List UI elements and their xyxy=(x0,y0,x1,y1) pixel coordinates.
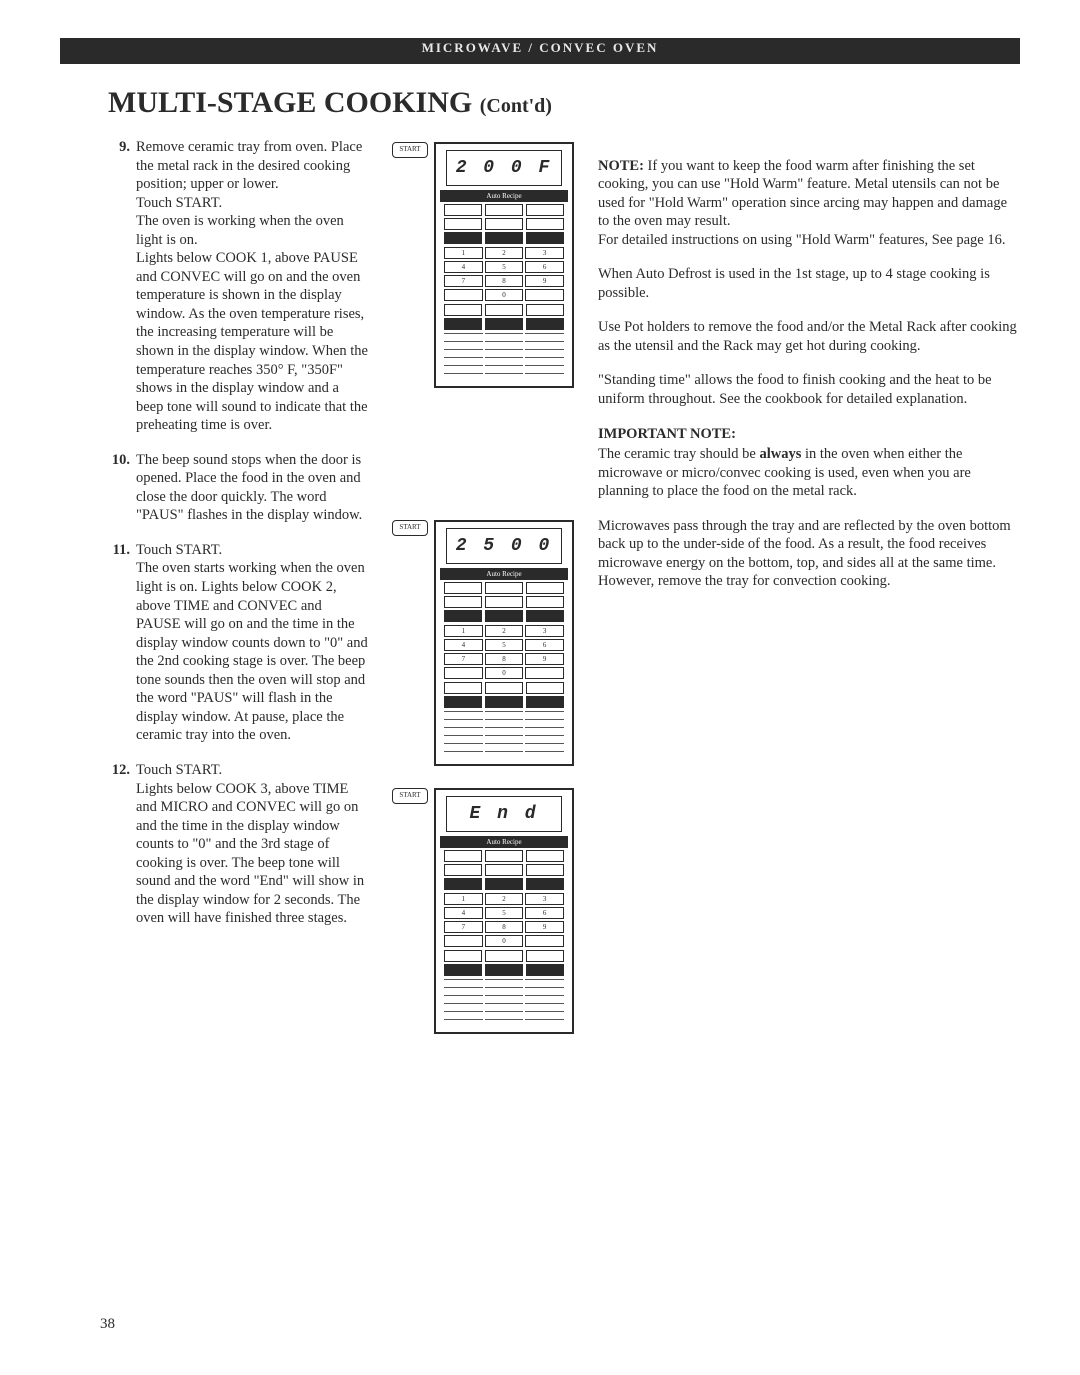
paragraph: Use Pot holders to remove the food and/o… xyxy=(598,318,1018,355)
note-text: If you want to keep the food warm after … xyxy=(598,158,1007,248)
important-paragraph-2: Microwaves pass through the tray and are… xyxy=(598,517,1018,591)
step-body: The beep sound stops when the door is op… xyxy=(136,451,368,525)
step-num: 12. xyxy=(108,761,136,928)
content-columns: 9. Remove ceramic tray from oven. Place … xyxy=(60,138,1020,1056)
paragraph: When Auto Defrost is used in the 1st sta… xyxy=(598,265,1018,302)
step-11: 11. Touch START. The oven starts working… xyxy=(108,541,368,745)
step-10: 10. The beep sound stops when the door i… xyxy=(108,451,368,525)
notes-column: NOTE: If you want to keep the food warm … xyxy=(598,138,1018,1056)
control-panel: 2 5 0 0 Auto Recipe 123 456 789 0 xyxy=(434,520,574,766)
keypad: 123 456 789 0 xyxy=(444,625,564,679)
panel-footer xyxy=(444,711,564,757)
step-9: 9. Remove ceramic tray from oven. Place … xyxy=(108,138,368,435)
keypad: 123 456 789 0 xyxy=(444,247,564,301)
control-panel: 2 0 0 F Auto Recipe 123 456 789 0 xyxy=(434,142,574,388)
auto-recipe-label: Auto Recipe xyxy=(440,190,568,202)
panel-figure-2: START 2 5 0 0 Auto Recipe 123 456 789 0 xyxy=(392,520,574,766)
step-body: Touch START. The oven starts working whe… xyxy=(136,541,368,745)
keypad: 123 456 789 0 xyxy=(444,893,564,947)
always-bold: always xyxy=(759,446,801,462)
title-main: MULTI-STAGE COOKING xyxy=(108,86,480,119)
step-body: Remove ceramic tray from oven. Place the… xyxy=(136,138,368,435)
figures-column: START 2 0 0 F Auto Recipe 123 456 789 0 xyxy=(388,138,578,1056)
step-body: Touch START. Lights below COOK 3, above … xyxy=(136,761,368,928)
panel-footer xyxy=(444,333,564,379)
step-num: 10. xyxy=(108,451,136,525)
start-key-icon: START xyxy=(392,788,428,804)
note-label: NOTE: xyxy=(598,158,644,174)
title-contd: (Cont'd) xyxy=(480,95,552,117)
important-paragraph-1: The ceramic tray should be always in the… xyxy=(598,445,1018,501)
banner-text: MICROWAVE / CONVEC OVEN xyxy=(60,40,1020,56)
steps-column: 9. Remove ceramic tray from oven. Place … xyxy=(108,138,368,1056)
start-key-icon: START xyxy=(392,520,428,536)
panel-footer xyxy=(444,979,564,1025)
note-paragraph: NOTE: If you want to keep the food warm … xyxy=(598,138,1018,249)
display-window: 2 0 0 F xyxy=(446,150,562,186)
page-title: MULTI-STAGE COOKING (Cont'd) xyxy=(108,86,1020,120)
paragraph: "Standing time" allows the food to finis… xyxy=(598,371,1018,408)
panel-figure-1: START 2 0 0 F Auto Recipe 123 456 789 0 xyxy=(392,142,574,388)
step-num: 11. xyxy=(108,541,136,745)
display-window: 2 5 0 0 xyxy=(446,528,562,564)
auto-recipe-label: Auto Recipe xyxy=(440,568,568,580)
header-banner: MICROWAVE / CONVEC OVEN xyxy=(60,38,1020,64)
control-panel: E n d Auto Recipe 123 456 789 0 xyxy=(434,788,574,1034)
step-12: 12. Touch START. Lights below COOK 3, ab… xyxy=(108,761,368,928)
panel-figure-3: START E n d Auto Recipe 123 456 789 0 xyxy=(392,788,574,1034)
step-num: 9. xyxy=(108,138,136,435)
page-number: 38 xyxy=(100,1316,115,1333)
start-key-icon: START xyxy=(392,142,428,158)
display-window: E n d xyxy=(446,796,562,832)
important-note-heading: IMPORTANT NOTE: xyxy=(598,425,1018,444)
auto-recipe-label: Auto Recipe xyxy=(440,836,568,848)
